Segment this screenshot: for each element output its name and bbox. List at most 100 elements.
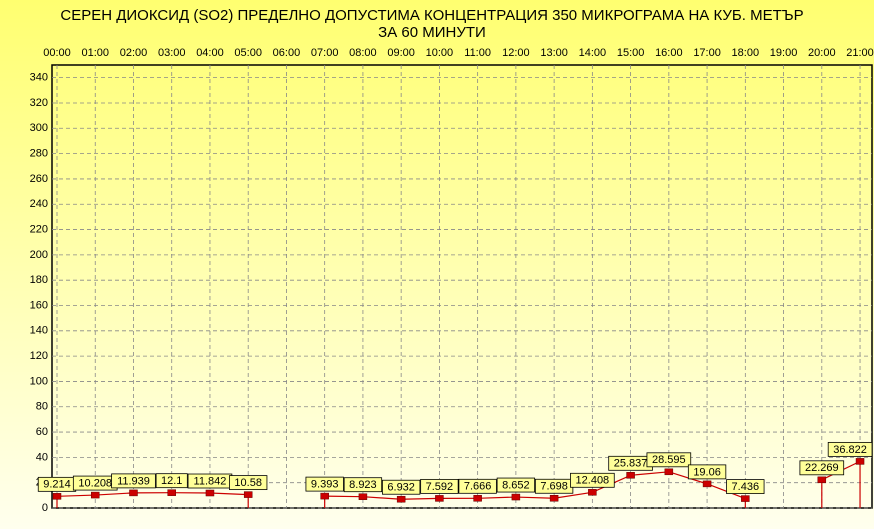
point-marker (167, 489, 176, 496)
x-tick-label: 07:00 (311, 47, 339, 59)
x-tick-label: 21:00 (846, 47, 874, 59)
x-tick-label: 15:00 (617, 47, 645, 59)
x-tick-label: 18:00 (732, 47, 760, 59)
point-marker (473, 495, 482, 502)
y-tick-label: 340 (30, 72, 48, 84)
chart-title: СЕРЕН ДИОКСИД (SO2) ПРЕДЕЛНО ДОПУСТИМА К… (60, 7, 803, 24)
value-label: 25.837 (614, 458, 648, 470)
x-tick-label: 10:00 (426, 47, 454, 59)
point-marker (435, 495, 444, 502)
y-tick-label: 280 (30, 148, 48, 160)
value-label: 12.408 (576, 475, 610, 487)
point-marker (129, 489, 138, 497)
point-marker (396, 495, 406, 503)
value-label-box (726, 479, 765, 494)
value-label-box (570, 472, 615, 488)
point-marker (511, 493, 521, 501)
value-label-box (343, 477, 383, 493)
value-label-box (687, 464, 727, 480)
value-label: 19.06 (693, 466, 721, 478)
value-label-box (827, 441, 873, 457)
series-line (324, 471, 746, 500)
x-tick-label: 05:00 (234, 47, 262, 59)
x-tick-label: 08:00 (349, 47, 377, 59)
point-marker (90, 491, 100, 499)
point-marker (855, 458, 865, 465)
y-tick-label: 220 (30, 223, 48, 235)
value-label: 8.652 (502, 479, 530, 491)
x-tick-label: 14:00 (579, 47, 607, 59)
value-label: 7.666 (464, 481, 492, 493)
point-marker (549, 495, 559, 502)
x-tick-label: 12:00 (502, 47, 530, 59)
x-tick-label: 13:00 (540, 47, 568, 59)
value-label-box (458, 478, 497, 494)
point-marker (702, 480, 712, 488)
y-tick-label: 60 (36, 426, 48, 438)
point-marker (626, 472, 635, 479)
x-tick-label: 20:00 (808, 47, 836, 59)
value-label: 22.269 (805, 462, 839, 474)
x-tick-label: 17:00 (693, 47, 721, 59)
x-tick-label: 02:00 (120, 47, 148, 59)
x-tick-label: 01:00 (81, 47, 109, 59)
value-label: 9.393 (311, 479, 339, 491)
value-label-box (229, 475, 268, 491)
y-tick-label: 240 (30, 198, 48, 210)
point-marker (52, 493, 62, 500)
point-marker (243, 491, 253, 498)
value-label: 9.214 (43, 479, 71, 491)
x-tick-label: 06:00 (273, 47, 301, 59)
value-label: 10.208 (78, 477, 112, 489)
y-tick-label: 40 (36, 451, 48, 463)
y-tick-label: 180 (30, 274, 48, 286)
value-label-box (155, 473, 188, 489)
value-label: 6.932 (387, 482, 415, 494)
point-marker (588, 489, 597, 496)
y-tick-label: 300 (30, 122, 48, 134)
y-tick-label: 80 (36, 401, 48, 413)
point-marker (205, 489, 215, 497)
value-label: 11.939 (117, 475, 150, 487)
y-tick-label: 200 (30, 249, 48, 261)
y-tick-label: 120 (30, 350, 48, 362)
point-marker (358, 493, 368, 500)
y-tick-label: 320 (30, 97, 48, 109)
point-marker (320, 492, 329, 500)
value-label: 10.58 (234, 477, 262, 489)
value-label-box (382, 479, 421, 495)
series-line (56, 492, 249, 497)
value-label-box (646, 452, 692, 468)
x-tick-label: 19:00 (770, 47, 798, 59)
y-tick-label: 160 (30, 299, 48, 311)
x-tick-label: 03:00 (158, 47, 186, 59)
point-marker (664, 468, 674, 476)
value-label: 28.595 (652, 454, 686, 466)
chart-subtitle: ЗА 60 МИНУТИ (378, 24, 486, 41)
x-tick-label: 16:00 (655, 47, 683, 59)
x-tick-label: 09:00 (387, 47, 415, 59)
value-label: 12.1 (161, 475, 182, 487)
value-label-box (420, 478, 459, 494)
value-label-box (305, 476, 344, 492)
value-label: 7.698 (540, 481, 568, 493)
y-tick-label: 0 (42, 502, 48, 514)
point-marker (817, 476, 827, 484)
value-label: 8.923 (349, 479, 377, 491)
x-tick-label: 04:00 (196, 47, 224, 59)
y-tick-label: 140 (30, 325, 48, 337)
value-label: 11.842 (194, 475, 227, 487)
x-tick-label: 11:00 (464, 47, 491, 59)
value-label: 36.822 (833, 444, 867, 456)
y-tick-label: 260 (30, 173, 48, 185)
value-label: 7.592 (426, 481, 454, 493)
point-marker (741, 495, 750, 502)
value-label-box (496, 477, 536, 493)
value-label: 7.436 (732, 481, 760, 493)
x-tick-label: 00:00 (43, 47, 71, 59)
y-tick-label: 100 (30, 375, 48, 387)
value-label-box (799, 460, 845, 476)
value-label-box (111, 473, 156, 489)
